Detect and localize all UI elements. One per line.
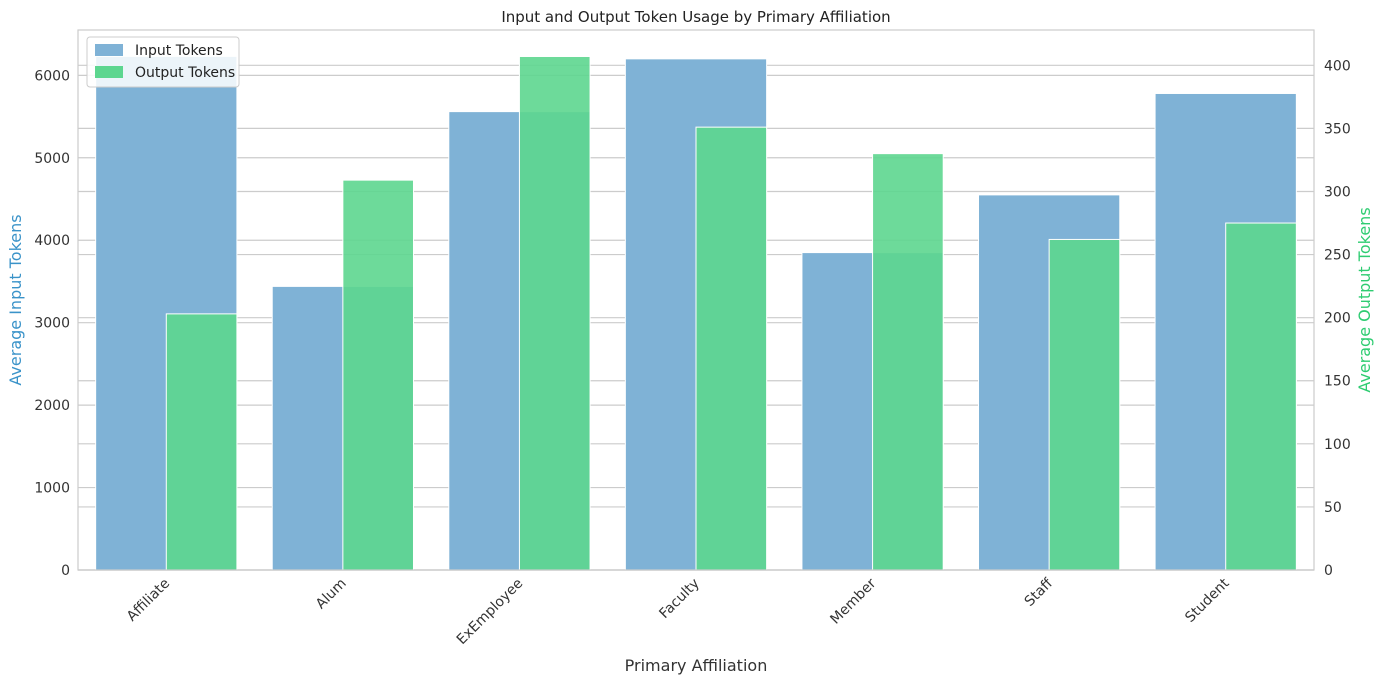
bar-output-faculty (695, 126, 768, 571)
x-axis-title: Primary Affiliation (625, 656, 768, 675)
x-axis: Affiliate Alum ExEmployee Faculty Member Staf… (124, 575, 1233, 648)
right-y-axis-title: Average Output Tokens (1355, 207, 1374, 392)
x-tick-label: ExEmployee (454, 576, 526, 648)
right-y-axis: 0 50 100 150 200 250 300 350 400 (1324, 58, 1351, 579)
bar-output-student (1225, 222, 1297, 571)
legend: Input Tokens Output Tokens (86, 36, 240, 88)
right-tick-label: 200 (1324, 311, 1351, 327)
left-tick-label: 5000 (34, 151, 70, 167)
legend-box (86, 36, 240, 88)
bar-output-affiliate (165, 313, 238, 571)
plot-frame (77, 29, 1315, 571)
legend-swatch (95, 44, 123, 56)
bars-layer (95, 55, 1297, 571)
right-tick-label: 0 (1324, 563, 1333, 579)
bar-output-staff (1048, 238, 1121, 571)
chart-title: Input and Output Token Usage by Primary … (501, 8, 890, 26)
x-tick-label: Member (827, 575, 879, 627)
x-tick-label: Affiliate (124, 576, 173, 625)
right-tick-label: 400 (1324, 58, 1351, 74)
x-tick-label: Student (1182, 575, 1233, 626)
left-tick-label: 2000 (34, 398, 70, 414)
x-tick-label: Faculty (656, 576, 702, 622)
bar-output-alum (342, 179, 414, 571)
left-y-axis: 0 1000 2000 3000 4000 5000 6000 (34, 68, 70, 579)
right-tick-label: 150 (1324, 374, 1351, 390)
legend-swatch (95, 66, 123, 78)
bar-output-exemployee (518, 55, 591, 571)
right-tick-label: 50 (1324, 500, 1342, 516)
left-y-axis-title: Average Input Tokens (6, 214, 25, 385)
left-tick-label: 4000 (34, 233, 70, 249)
left-tick-label: 1000 (34, 481, 70, 497)
x-tick-label: Staff (1022, 575, 1057, 610)
x-tick-label: Alum (313, 576, 350, 613)
left-tick-label: 0 (61, 563, 70, 579)
right-tick-label: 100 (1324, 437, 1351, 453)
right-tick-label: 350 (1324, 121, 1351, 137)
left-tick-label: 3000 (34, 316, 70, 332)
right-tick-label: 300 (1324, 184, 1351, 200)
bar-output-member (872, 153, 944, 571)
legend-label: Input Tokens (135, 43, 223, 59)
right-tick-label: 250 (1324, 248, 1351, 264)
legend-label: Output Tokens (135, 65, 235, 81)
left-tick-label: 6000 (34, 68, 70, 84)
plot-border (77, 29, 1315, 571)
